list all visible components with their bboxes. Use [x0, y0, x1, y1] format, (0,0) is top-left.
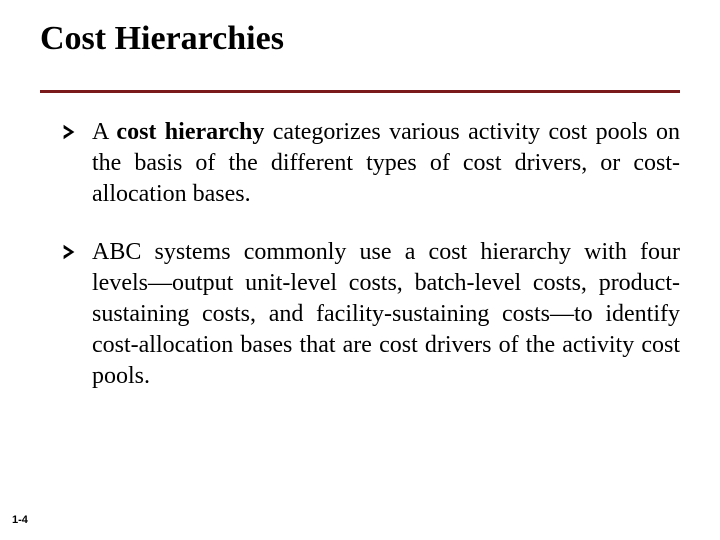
- title-rule: [40, 90, 680, 93]
- bullet-item: A cost hierarchy categorizes various act…: [60, 117, 680, 211]
- arrow-bullet-icon: [60, 123, 78, 141]
- arrow-bullet-icon: [60, 243, 78, 261]
- bullet-text: A cost hierarchy categorizes various act…: [92, 117, 680, 211]
- bullet-rest: ABC systems commonly use a cost hierarch…: [92, 239, 680, 390]
- bullet-prefix: A: [92, 119, 116, 145]
- bullet-bold-term: cost hierarchy: [116, 119, 264, 145]
- slide: Cost Hierarchies A cost hierarchy catego…: [0, 0, 720, 540]
- slide-title: Cost Hierarchies: [40, 20, 680, 66]
- bullet-list: A cost hierarchy categorizes various act…: [40, 117, 680, 393]
- bullet-text: ABC systems commonly use a cost hierarch…: [92, 237, 680, 393]
- bullet-item: ABC systems commonly use a cost hierarch…: [60, 237, 680, 393]
- page-number: 1-4: [12, 514, 28, 526]
